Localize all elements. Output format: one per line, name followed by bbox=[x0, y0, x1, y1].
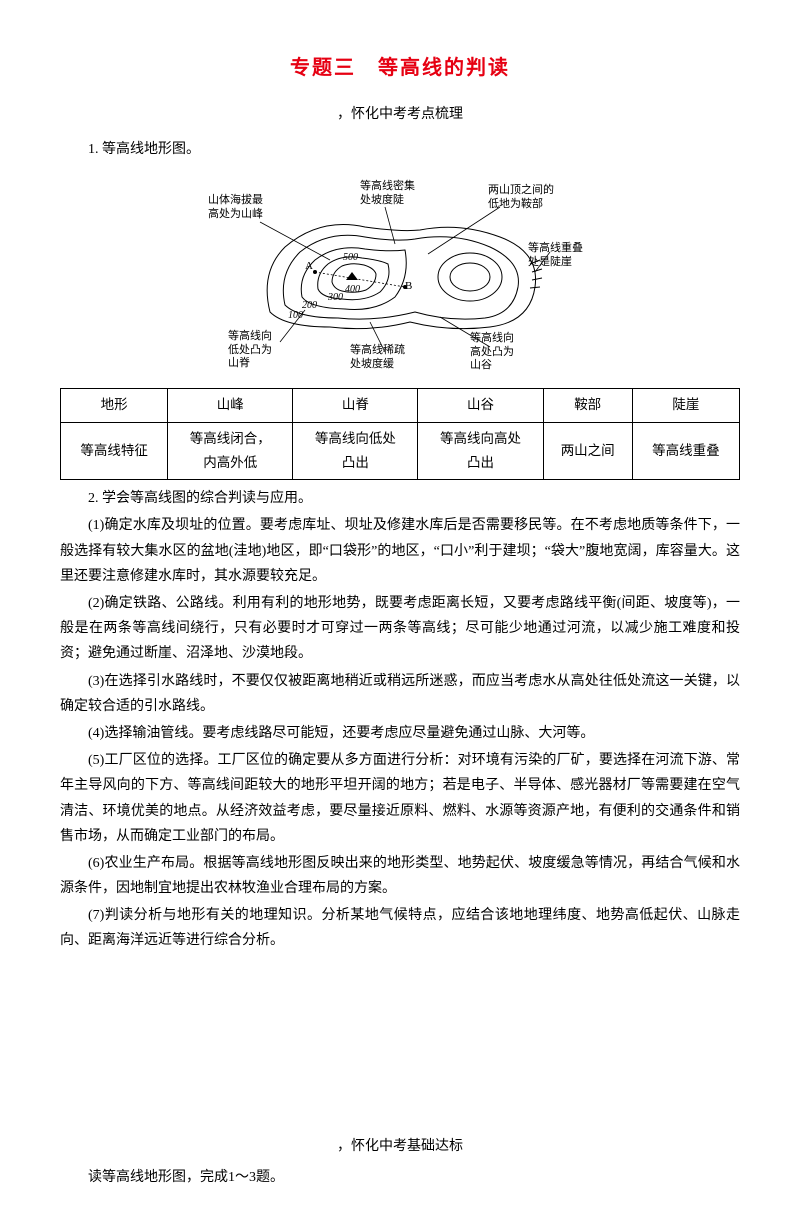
paragraph-5: (5)工厂区位的选择。工厂区位的确定要从多方面进行分析：对环境有污染的厂矿，要选… bbox=[60, 748, 740, 849]
table-header: 陡崖 bbox=[632, 389, 739, 422]
diagram-label-bottom-mid: 等高线稀疏 处坡度缓 bbox=[350, 344, 405, 370]
paragraph-2: (2)确定铁路、公路线。利用有利的地形地势，既要考虑距离长短，又要考虑路线平衡(… bbox=[60, 591, 740, 667]
diagram-label-top-left: 山体海拔最 高处为山峰 bbox=[208, 194, 263, 220]
table-cell: 等高线闭合， 内高外低 bbox=[168, 422, 293, 480]
footer-instruction: 读等高线地形图，完成1～3题。 bbox=[60, 1165, 740, 1190]
paragraph-7: (7)判读分析与地形有关的地理知识。分析某地气候特点，应结合该地地理纬度、地势高… bbox=[60, 903, 740, 953]
table-cell: 等高线重叠 bbox=[632, 422, 739, 480]
point-a-label: A bbox=[305, 260, 313, 273]
table-header: 地形 bbox=[61, 389, 168, 422]
point-b-label: B bbox=[405, 280, 412, 293]
paragraph-6: (6)农业生产布局。根据等高线地形图反映出来的地形类型、地势起伏、坡度缓急等情况… bbox=[60, 851, 740, 901]
contour-500: 500 bbox=[343, 252, 358, 264]
table-header: 山脊 bbox=[293, 389, 418, 422]
table-header: 山峰 bbox=[168, 389, 293, 422]
table-data-row: 等高线特征 等高线闭合， 内高外低 等高线向低处 凸出 等高线向高处 凸出 两山… bbox=[61, 422, 740, 480]
footer-subtitle: ，怀化中考基础达标 bbox=[60, 1134, 740, 1159]
contour-400: 400 bbox=[345, 284, 360, 296]
document-title: 专题三 等高线的判读 bbox=[60, 50, 740, 86]
contour-200: 200 bbox=[302, 300, 317, 312]
contour-100: 100 bbox=[288, 310, 303, 322]
document-subtitle: ，怀化中考考点梳理 bbox=[60, 102, 740, 127]
diagram-label-top-mid: 等高线密集 处坡度陡 bbox=[360, 180, 415, 206]
contour-300: 300 bbox=[328, 292, 343, 304]
table-header: 山谷 bbox=[418, 389, 543, 422]
table-cell: 等高线向低处 凸出 bbox=[293, 422, 418, 480]
table-cell: 等高线向高处 凸出 bbox=[418, 422, 543, 480]
terrain-table: 地形 山峰 山脊 山谷 鞍部 陡崖 等高线特征 等高线闭合， 内高外低 等高线向… bbox=[60, 388, 740, 480]
table-cell: 等高线特征 bbox=[61, 422, 168, 480]
diagram-label-bottom-left: 等高线向 低处凸为 山脊 bbox=[228, 330, 272, 370]
paragraph-1: (1)确定水库及坝址的位置。要考虑库址、坝址及修建水库后是否需要移民等。在不考虑… bbox=[60, 513, 740, 589]
table-header: 鞍部 bbox=[543, 389, 632, 422]
diagram-label-top-right: 两山顶之间的 低地为鞍部 bbox=[488, 184, 554, 210]
table-header-row: 地形 山峰 山脊 山谷 鞍部 陡崖 bbox=[61, 389, 740, 422]
diagram-label-right: 等高线重叠 处是陡崖 bbox=[528, 242, 583, 268]
paragraph-4: (4)选择输油管线。要考虑线路尽可能短，还要考虑应尽量避免通过山脉、大河等。 bbox=[60, 721, 740, 746]
section-1-heading: 1. 等高线地形图。 bbox=[60, 137, 740, 162]
diagram-label-bottom-right: 等高线向 高处凸为 山谷 bbox=[470, 332, 514, 372]
section-2-heading: 2. 学会等高线图的综合判读与应用。 bbox=[60, 486, 740, 511]
table-cell: 两山之间 bbox=[543, 422, 632, 480]
paragraph-3: (3)在选择引水路线时，不要仅仅被距离地稍近或稍远所迷惑，而应当考虑水从高处往低… bbox=[60, 669, 740, 719]
contour-diagram: 山体海拔最 高处为山峰 等高线密集 处坡度陡 两山顶之间的 低地为鞍部 等高线重… bbox=[210, 172, 590, 372]
